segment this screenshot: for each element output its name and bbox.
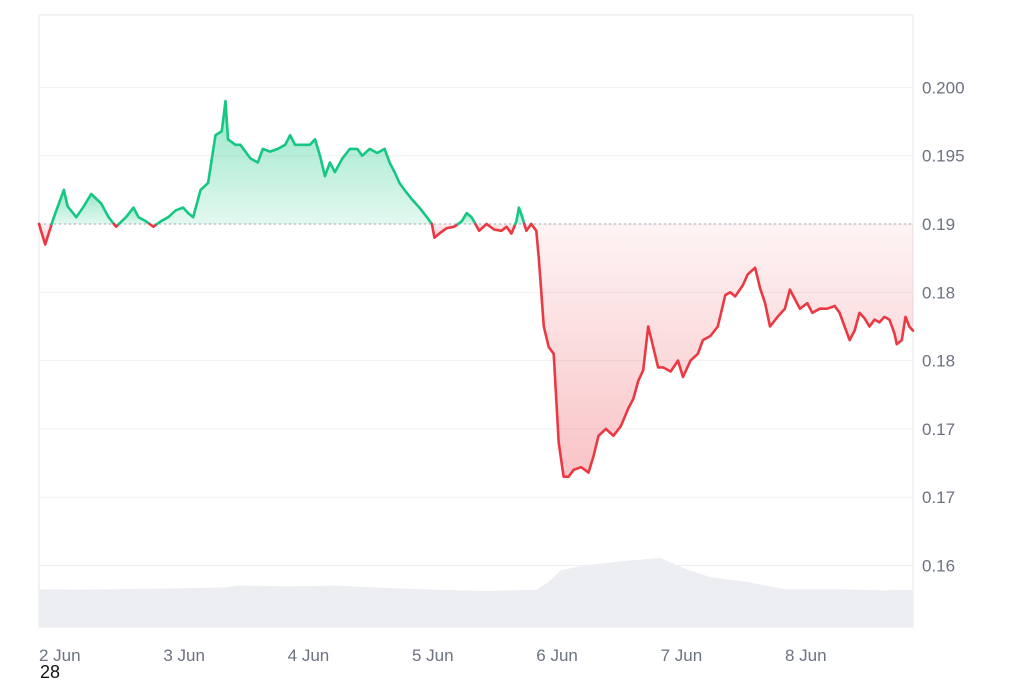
line-above-6 [155, 99, 434, 226]
y-tick-label: 0.16 [922, 557, 955, 576]
x-axis-ticks: 2 Jun 3 Jun 4 Jun 5 Jun 6 Jun 7 Jun 8 Jun [39, 646, 827, 665]
fill-below-15 [531, 224, 913, 477]
volume-area [39, 558, 913, 627]
x-tick-label: 3 Jun [163, 646, 205, 665]
fill-below-11 [486, 224, 516, 234]
x-tick-label: 7 Jun [661, 646, 703, 665]
x-tick-label: 4 Jun [288, 646, 330, 665]
fill-below-1 [39, 224, 52, 245]
plot-frame [38, 14, 914, 628]
y-axis-ticks: 0.200 0.195 0.19 0.18 0.18 0.17 0.17 0.16 [922, 78, 965, 575]
y-tick-label: 0.19 [922, 215, 955, 234]
line-below-15 [530, 222, 915, 478]
line-below-13 [523, 222, 533, 233]
fill-above-2 [51, 189, 114, 225]
x-tick-label: 8 Jun [785, 646, 827, 665]
line-above-12 [514, 206, 526, 226]
price-fills [39, 101, 913, 477]
y-tick-label: 0.17 [922, 488, 955, 507]
line-above-4 [117, 206, 151, 226]
y-tick-label: 0.18 [922, 352, 955, 371]
y-tick-label: 0.17 [922, 420, 955, 439]
line-below-9 [474, 222, 488, 233]
volume-shape [39, 558, 913, 627]
fill-above-6 [157, 101, 432, 225]
line-above-2 [50, 188, 116, 226]
y-tick-label: 0.200 [922, 78, 965, 97]
line-below-1 [37, 222, 53, 246]
y-tick-label: 0.18 [922, 283, 955, 302]
x-tick-label: 2 Jun [39, 646, 81, 665]
x-tick-label: 5 Jun [412, 646, 454, 665]
line-below-5 [148, 222, 159, 228]
line-below-7 [430, 222, 460, 239]
footer-number: 28 [40, 662, 61, 682]
line-below-11 [485, 222, 517, 235]
y-tick-label: 0.195 [922, 147, 965, 166]
price-lines [37, 99, 915, 478]
x-tick-label: 6 Jun [536, 646, 578, 665]
line-above-8 [456, 211, 477, 226]
chart-gridlines [39, 86, 913, 567]
